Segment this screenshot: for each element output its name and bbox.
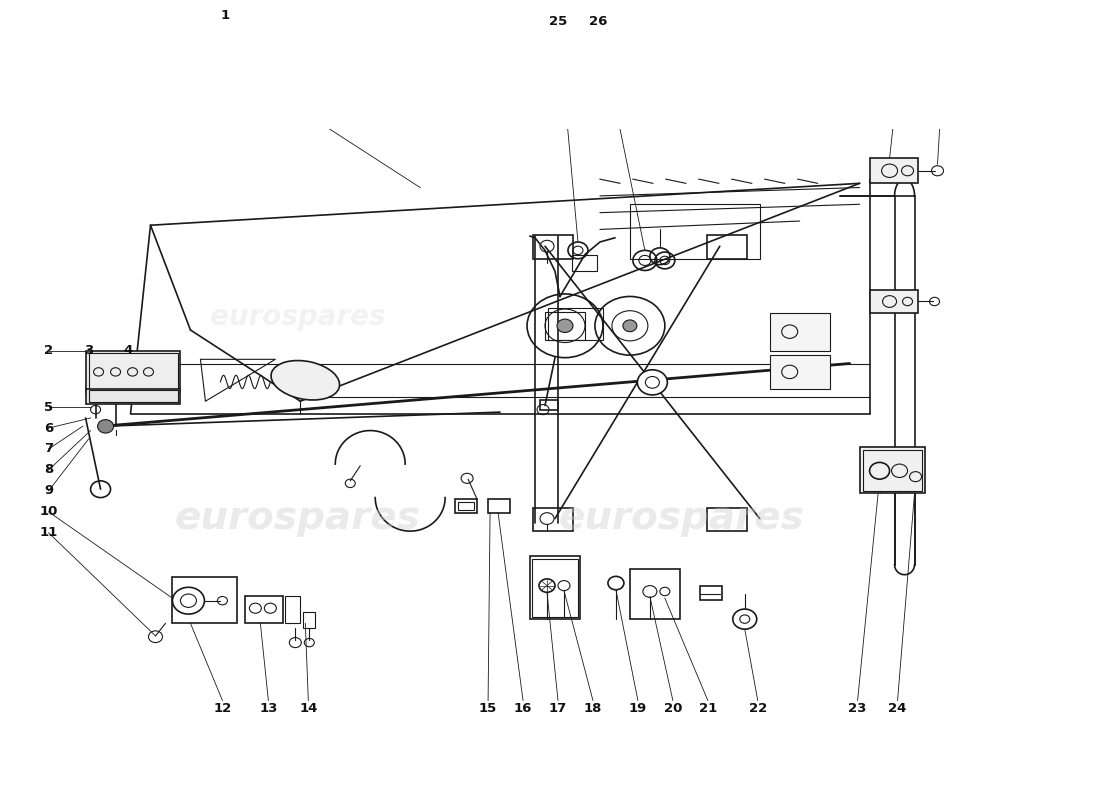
- Text: 28: 28: [938, 0, 957, 3]
- Bar: [630, 569, 680, 619]
- Text: 19: 19: [629, 702, 647, 715]
- Bar: [245, 597, 284, 623]
- Bar: [530, 556, 580, 619]
- Bar: [304, 613, 316, 627]
- Text: eurospares: eurospares: [559, 498, 805, 537]
- Bar: [458, 502, 474, 510]
- Bar: [488, 499, 510, 513]
- Bar: [707, 235, 747, 258]
- Text: 17: 17: [549, 702, 568, 715]
- Circle shape: [557, 319, 573, 333]
- Bar: [707, 508, 747, 531]
- Text: 21: 21: [698, 702, 717, 715]
- Bar: [870, 290, 917, 314]
- Bar: [544, 311, 585, 340]
- Bar: [532, 558, 578, 617]
- Text: 8: 8: [44, 463, 53, 477]
- Text: 26: 26: [588, 15, 607, 28]
- Ellipse shape: [271, 361, 340, 400]
- Bar: [700, 586, 722, 600]
- Circle shape: [98, 420, 113, 433]
- Bar: [770, 355, 829, 389]
- Text: 25: 25: [549, 15, 568, 28]
- Text: 24: 24: [889, 702, 906, 715]
- Bar: [870, 158, 917, 183]
- Bar: [534, 508, 573, 531]
- Text: 23: 23: [848, 702, 867, 715]
- Bar: [86, 351, 180, 393]
- Text: 18: 18: [584, 702, 602, 715]
- Text: 5: 5: [44, 401, 53, 414]
- Text: 11: 11: [40, 526, 58, 539]
- Circle shape: [623, 320, 637, 332]
- Text: 16: 16: [514, 702, 532, 715]
- Bar: [862, 450, 922, 491]
- Bar: [859, 447, 924, 494]
- Text: 6: 6: [44, 422, 53, 434]
- Bar: [572, 254, 597, 271]
- Bar: [770, 314, 829, 351]
- Text: 1: 1: [221, 10, 230, 22]
- Text: 2: 2: [44, 345, 53, 358]
- Text: 14: 14: [299, 702, 318, 715]
- Bar: [534, 235, 573, 258]
- Text: 12: 12: [213, 702, 231, 715]
- Text: 4: 4: [124, 345, 133, 358]
- Bar: [89, 354, 178, 389]
- Text: 15: 15: [478, 702, 497, 715]
- Bar: [89, 390, 178, 402]
- Bar: [285, 597, 300, 623]
- Bar: [86, 389, 180, 404]
- Text: eurospares: eurospares: [210, 302, 385, 330]
- Text: 22: 22: [749, 702, 767, 715]
- Text: 20: 20: [663, 702, 682, 715]
- Text: 9: 9: [44, 484, 53, 498]
- Bar: [548, 308, 603, 340]
- Bar: [173, 578, 238, 623]
- Text: 7: 7: [44, 442, 53, 455]
- Bar: [455, 499, 477, 513]
- Text: 10: 10: [40, 506, 58, 518]
- Circle shape: [637, 370, 668, 395]
- Bar: [540, 399, 558, 410]
- Text: 13: 13: [260, 702, 277, 715]
- Text: 3: 3: [84, 345, 94, 358]
- Text: 27: 27: [899, 0, 916, 3]
- Text: eurospares: eurospares: [175, 498, 420, 537]
- Bar: [630, 204, 760, 258]
